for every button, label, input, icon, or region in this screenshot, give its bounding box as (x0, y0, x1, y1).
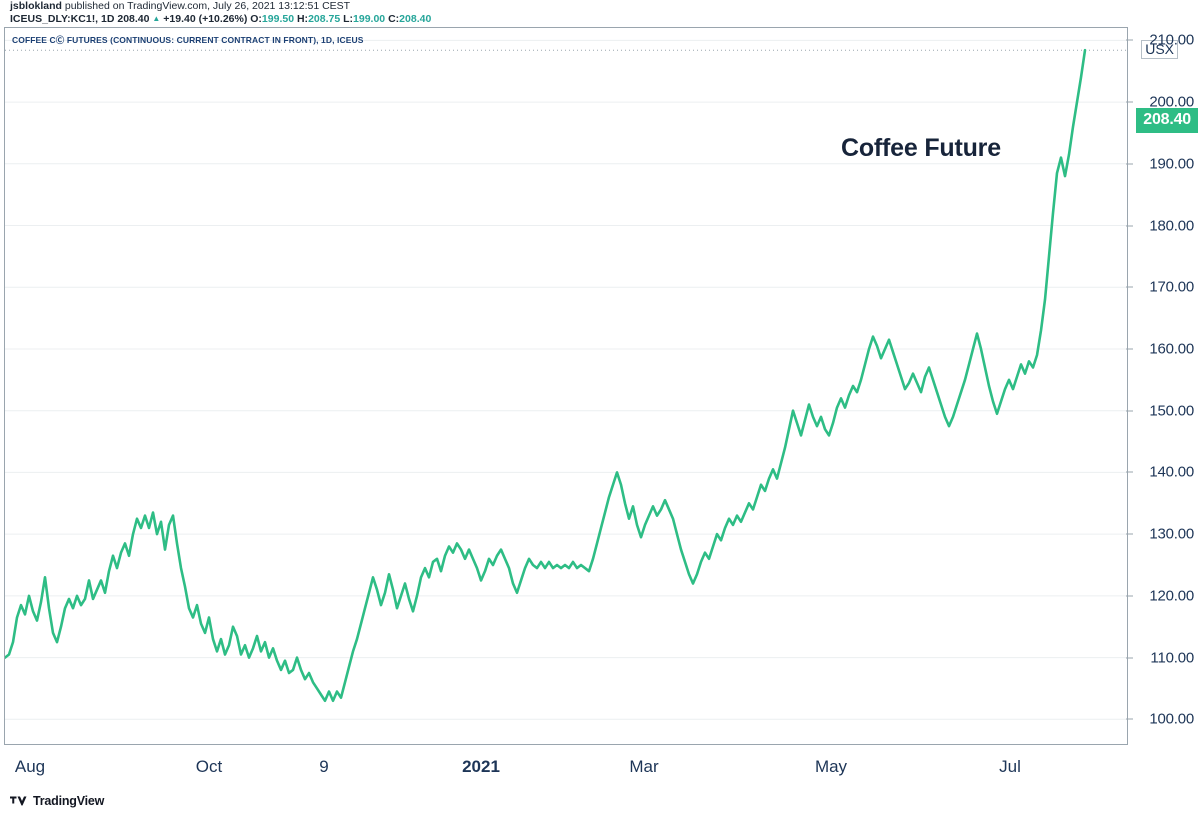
publisher-header: jsblokland published on TradingView.com,… (0, 0, 1200, 24)
published-meta: published on TradingView.com, July 26, 2… (64, 0, 351, 12)
price-tick-mark (1126, 101, 1133, 103)
last-price: 208.40 (117, 12, 150, 25)
tradingview-watermark: TradingView (10, 794, 104, 808)
chart-title: COFFEE CⒸ FUTURES (CONTINUOUS: CURRENT C… (12, 35, 364, 45)
price-line-chart (5, 39, 1127, 720)
quote-line: ICEUS_DLY:KC1!, 1D 208.40 ▲ +19.40 (+10.… (10, 13, 1200, 26)
up-arrow-icon: ▲ (152, 13, 161, 23)
close-key: C: (388, 12, 400, 25)
symbol-label: ICEUS_DLY:KC1!, 1D (10, 12, 115, 25)
price-tick-label: 120.00 (1149, 587, 1194, 605)
price-tick-label: 140.00 (1149, 463, 1194, 481)
price-tick-mark (1126, 39, 1133, 41)
price-tick-label: 190.00 (1149, 155, 1194, 173)
close-value: 208.40 (399, 12, 432, 25)
time-tick-label: Aug (14, 757, 46, 776)
low-key: L: (343, 12, 354, 25)
chart-panel[interactable]: COFFEE CⒸ FUTURES (CONTINUOUS: CURRENT C… (4, 27, 1128, 745)
chart-annotation-label: Coffee Future (841, 134, 1001, 162)
high-key: H: (296, 12, 309, 25)
price-tick-mark (1126, 657, 1133, 659)
price-tick-label: 130.00 (1149, 525, 1194, 543)
currency-unit-badge: USX (1141, 40, 1178, 59)
price-tick-mark (1126, 163, 1133, 165)
price-tick-label: 110.00 (1150, 649, 1194, 667)
price-tick-mark (1126, 225, 1133, 227)
price-tick-mark (1126, 410, 1133, 412)
price-tick-label: 180.00 (1149, 217, 1194, 235)
current-price-badge: 208.40 (1136, 108, 1198, 133)
price-change: +19.40 (+10.26%) (163, 12, 248, 25)
time-tick-label: 9 (319, 757, 329, 776)
open-key: O: (250, 12, 262, 25)
price-tick-label: 150.00 (1149, 402, 1194, 420)
time-tick-label: Oct (195, 757, 223, 776)
publisher-name: jsblokland (10, 0, 62, 12)
publisher-line: jsblokland published on TradingView.com,… (10, 0, 1200, 13)
price-axis[interactable]: USX 208.40 210.00 200.00 190.00 180.00 170.0… (1126, 27, 1200, 745)
price-line (5, 48, 1087, 703)
price-tick-mark (1126, 286, 1133, 288)
price-tick-mark (1126, 718, 1133, 720)
price-tick-label: 200.00 (1149, 93, 1194, 111)
time-tick-label: May (814, 757, 848, 776)
price-tick-mark (1126, 595, 1133, 597)
price-tick-mark (1126, 348, 1133, 350)
watermark-label: TradingView (33, 794, 105, 808)
time-tick-label: Jul (999, 757, 1021, 776)
price-tick-label: 210.00 (1149, 31, 1194, 49)
plot-area[interactable] (5, 28, 1127, 744)
time-tick-label: Mar (629, 757, 659, 776)
time-axis[interactable]: Aug Oct 9 2021 Mar May Jul (4, 746, 1128, 790)
price-tick-label: 100.00 (1149, 710, 1194, 728)
high-value: 208.75 (308, 12, 341, 25)
price-tick-mark (1126, 471, 1133, 473)
low-value: 199.00 (353, 12, 386, 25)
tradingview-logo-icon (10, 796, 27, 806)
price-tick-mark (1126, 533, 1133, 535)
price-tick-label: 160.00 (1149, 340, 1194, 358)
gridlines (5, 39, 1127, 720)
price-tick-label: 170.00 (1149, 278, 1194, 296)
open-value: 199.50 (261, 12, 295, 25)
time-tick-label: 2021 (462, 757, 500, 776)
